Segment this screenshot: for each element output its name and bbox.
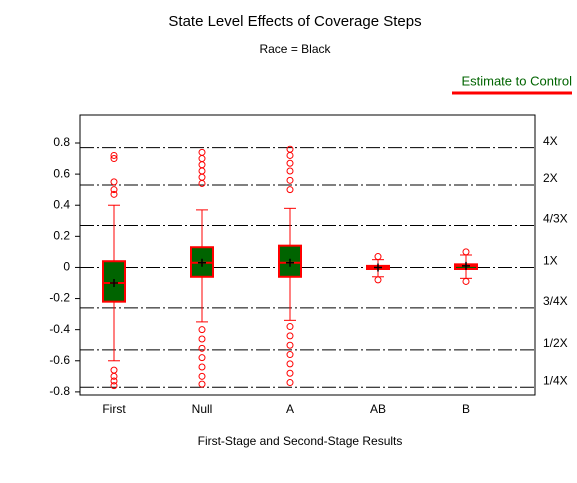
y-tick-label: 0 [63, 260, 70, 274]
mean-marker [374, 263, 382, 272]
y-tick-label: 0.6 [53, 166, 70, 180]
outlier [198, 335, 206, 343]
legend-label: Estimate to Control [461, 73, 572, 88]
reference-label: 3/4X [543, 294, 568, 308]
outlier [286, 176, 294, 184]
x-tick-label: Null [192, 402, 213, 416]
outlier [286, 379, 294, 387]
y-tick-label: 0.8 [53, 135, 70, 149]
outlier [286, 167, 294, 175]
reference-label: 1/4X [543, 373, 568, 387]
y-tick-label: -0.8 [49, 384, 70, 398]
y-tick-label: -0.2 [49, 291, 70, 305]
outlier [110, 377, 118, 385]
outlier [462, 248, 470, 256]
outlier [110, 372, 118, 380]
reference-label: 4X [543, 134, 558, 148]
outlier [110, 382, 118, 390]
mean-marker [462, 261, 470, 270]
outlier [286, 323, 294, 331]
x-tick-label: AB [370, 402, 386, 416]
outlier [198, 354, 206, 362]
outlier [110, 178, 118, 186]
mean-marker [198, 258, 206, 267]
chart-title: State Level Effects of Coverage Steps [168, 13, 421, 30]
outlier [462, 277, 470, 285]
reference-label: 2X [543, 171, 558, 185]
outlier [198, 326, 206, 334]
outlier [286, 341, 294, 349]
outlier [286, 186, 294, 194]
reference-label: 1X [543, 254, 558, 268]
reference-label: 1/2X [543, 336, 568, 350]
x-tick-label: First [102, 402, 126, 416]
outlier [374, 253, 382, 261]
outlier [286, 145, 294, 153]
outlier [110, 190, 118, 198]
outlier [286, 159, 294, 167]
outlier [110, 155, 118, 163]
outlier [286, 369, 294, 377]
outlier [198, 167, 206, 175]
y-tick-label: 0.4 [53, 197, 70, 211]
plot-frame [79, 114, 536, 396]
outlier [110, 151, 118, 159]
y-tick-label: -0.6 [49, 353, 70, 367]
outlier [286, 360, 294, 368]
mean-marker [110, 279, 118, 287]
outlier [110, 186, 118, 194]
outlier [198, 380, 206, 388]
x-tick-label: A [286, 402, 294, 416]
outlier [110, 366, 118, 374]
x-tick-label: B [462, 402, 470, 416]
outlier [198, 148, 206, 156]
outlier [198, 179, 206, 187]
y-tick-label: -0.4 [49, 322, 70, 336]
reference-label: 4/3X [543, 212, 568, 226]
outlier [198, 161, 206, 169]
outlier [198, 155, 206, 163]
outlier [374, 276, 382, 284]
outlier [286, 351, 294, 359]
chart-subtitle: Race = Black [259, 42, 331, 56]
mean-marker [286, 258, 294, 267]
x-axis-title: First-Stage and Second-Stage Results [198, 434, 403, 448]
outlier [286, 151, 294, 159]
outlier [198, 372, 206, 380]
y-tick-label: 0.2 [53, 229, 70, 243]
outlier [198, 173, 206, 181]
outlier [286, 332, 294, 340]
outlier [198, 363, 206, 371]
outlier [198, 344, 206, 352]
